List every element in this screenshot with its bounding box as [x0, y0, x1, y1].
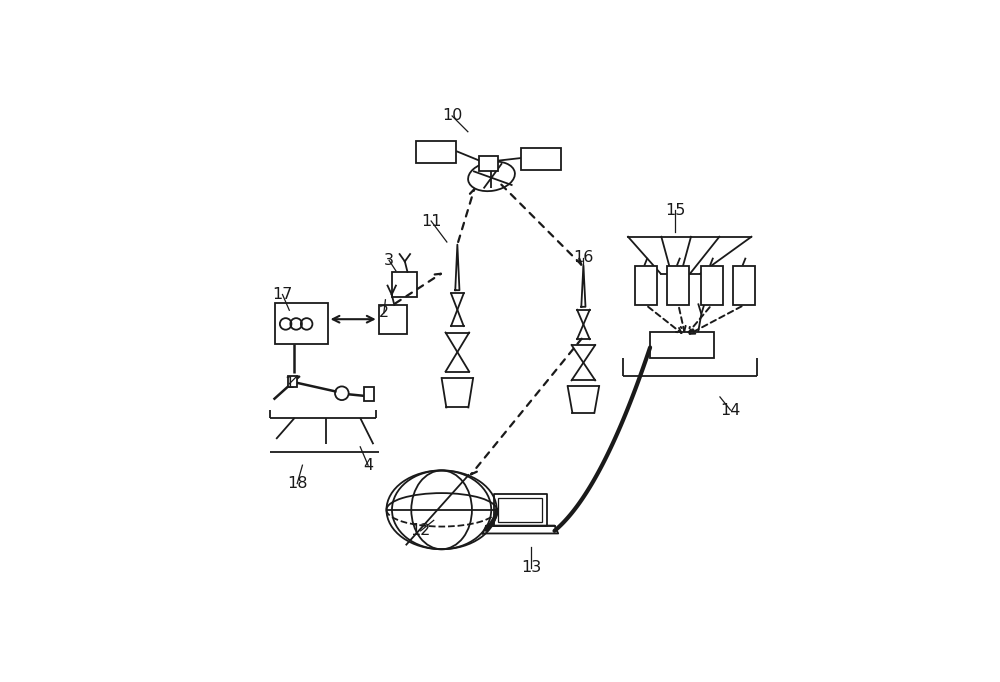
- Text: 17: 17: [272, 287, 293, 302]
- Text: 2: 2: [379, 306, 389, 321]
- Bar: [479, 156, 498, 171]
- Bar: [364, 387, 374, 400]
- Text: 14: 14: [720, 402, 741, 417]
- Text: 10: 10: [442, 108, 462, 123]
- Text: 18: 18: [287, 476, 307, 491]
- Bar: [701, 266, 723, 305]
- Bar: [650, 332, 714, 357]
- Bar: [521, 148, 561, 170]
- Bar: [733, 266, 755, 305]
- Text: 11: 11: [421, 213, 441, 228]
- Bar: [379, 305, 407, 334]
- Bar: [498, 498, 542, 522]
- Bar: [667, 266, 689, 305]
- Bar: [392, 272, 417, 297]
- Text: 1: 1: [284, 376, 294, 391]
- Bar: [275, 303, 328, 344]
- Text: 15: 15: [665, 203, 685, 218]
- Text: 4: 4: [363, 458, 373, 473]
- Text: 12: 12: [410, 523, 431, 538]
- Bar: [416, 141, 456, 163]
- Text: 16: 16: [573, 250, 594, 265]
- Bar: [288, 376, 297, 387]
- Text: 13: 13: [521, 560, 541, 575]
- Text: 3: 3: [384, 253, 394, 268]
- Bar: [635, 266, 657, 305]
